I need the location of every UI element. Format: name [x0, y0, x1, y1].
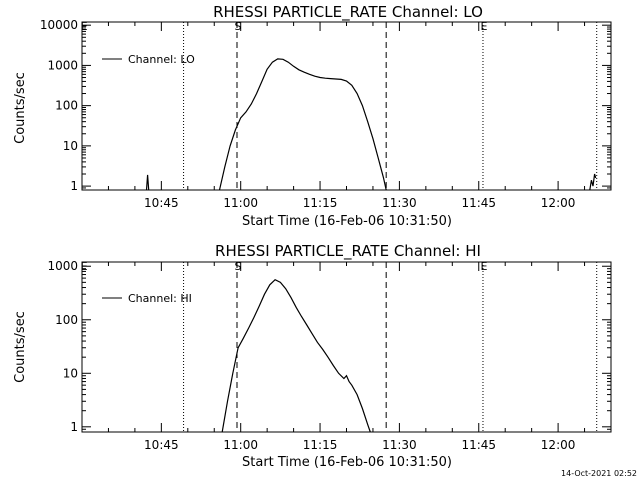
- panel-lo: RHESSI PARTICLE_RATE Channel: LO Counts/…: [13, 3, 612, 229]
- x-tick-label: 11:15: [303, 438, 338, 452]
- y-tick-label: 10: [63, 366, 78, 380]
- y-tick-label: 1000: [47, 259, 78, 273]
- chart-title: RHESSI PARTICLE_RATE Channel: LO: [213, 3, 483, 22]
- x-tick-label: 10:45: [144, 438, 179, 452]
- x-ticks: 10:45 11:00 11:15 11:30 11:45 12:00: [81, 262, 612, 452]
- legend-label: Channel: HI: [128, 292, 192, 305]
- timestamp: 14-Oct-2021 02:52: [561, 469, 637, 478]
- y-ticks: 1 10 100 1000 10000: [40, 18, 611, 193]
- y-tick-label: 100: [55, 313, 78, 327]
- x-tick-label: 11:00: [223, 438, 258, 452]
- plot-frame: [81, 261, 612, 433]
- time-marker-label: E: [81, 20, 88, 33]
- y-axis-label: Counts/sec: [13, 72, 28, 144]
- legend-label: Channel: LO: [128, 53, 195, 66]
- time-marker-label: E: [81, 260, 88, 273]
- y-tick-label: 1: [70, 179, 78, 193]
- x-tick-label: 11:15: [303, 196, 338, 210]
- x-tick-label: 12:00: [541, 196, 576, 210]
- series-line-segment: [218, 58, 387, 191]
- x-tick-label: 12:00: [541, 438, 576, 452]
- x-tick-label: 11:45: [461, 438, 496, 452]
- y-ticks: 1 10 100 1000: [47, 259, 611, 434]
- time-marker-label: E: [481, 20, 488, 33]
- data-series: [145, 58, 597, 191]
- x-axis-label: Start Time (16-Feb-06 10:31:50): [242, 214, 452, 229]
- y-tick-label: 1: [70, 420, 78, 434]
- x-ticks: 10:45 11:00 11:15 11:30 11:45 12:00: [81, 22, 612, 210]
- x-tick-label: 11:45: [461, 196, 496, 210]
- time-marker-label: E: [481, 260, 488, 273]
- x-tick-label: 11:00: [223, 196, 258, 210]
- x-tick-label: 10:45: [144, 196, 179, 210]
- time-markers: S EE: [81, 260, 598, 432]
- time-marker-label: S: [235, 260, 242, 273]
- x-tick-label: 11:30: [382, 438, 417, 452]
- panel-hi: RHESSI PARTICLE_RATE Channel: HI Counts/…: [13, 242, 612, 470]
- y-tick-label: 10000: [40, 18, 78, 32]
- time-marker-label: S: [235, 20, 242, 33]
- chart-title: RHESSI PARTICLE_RATE Channel: HI: [215, 242, 481, 261]
- y-tick-label: 10: [63, 139, 78, 153]
- data-series: [221, 278, 371, 433]
- series-line-segment: [221, 278, 371, 433]
- series-line-segment: [145, 174, 150, 191]
- time-markers: S EE: [81, 20, 598, 190]
- plot-frame: [81, 21, 612, 191]
- series-line-segment: [589, 173, 597, 191]
- y-tick-label: 100: [55, 99, 78, 113]
- x-tick-label: 11:30: [382, 196, 417, 210]
- y-tick-label: 1000: [47, 58, 78, 72]
- x-axis-label: Start Time (16-Feb-06 10:31:50): [242, 455, 452, 470]
- y-axis-label: Counts/sec: [13, 311, 28, 383]
